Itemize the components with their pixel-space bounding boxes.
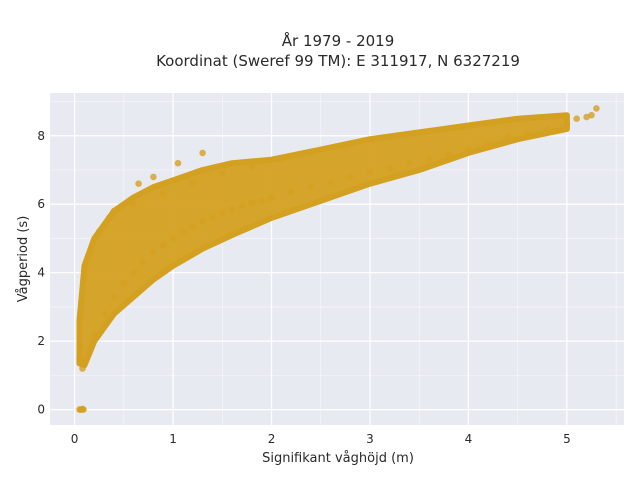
data-point — [140, 259, 147, 266]
data-point — [524, 130, 531, 138]
data-point — [504, 134, 512, 141]
data-point — [268, 194, 275, 201]
data-point — [179, 228, 187, 235]
data-point — [258, 197, 266, 205]
data-point — [588, 111, 595, 119]
data-point — [484, 141, 492, 148]
y-axis-label: Vågperiod (s) — [16, 216, 31, 303]
data-point — [386, 165, 394, 172]
data-point — [228, 206, 236, 213]
data-point — [543, 125, 551, 133]
data-point — [248, 163, 256, 170]
data-point — [174, 159, 182, 167]
data-point — [563, 120, 571, 128]
data-point — [238, 202, 246, 210]
y-tick-labels: 0 2 4 6 8 — [37, 129, 45, 417]
data-point — [278, 156, 285, 163]
data-point — [95, 228, 103, 235]
data-point — [135, 180, 142, 187]
y-tick-label: 8 — [37, 129, 45, 143]
data-point — [100, 310, 108, 318]
data-point — [219, 209, 226, 217]
data-points — [76, 105, 600, 413]
data-point — [347, 173, 354, 181]
data-point — [406, 159, 413, 167]
data-point — [573, 115, 580, 122]
data-point — [307, 183, 315, 191]
x-tick-label: 3 — [366, 432, 374, 446]
data-point — [366, 168, 374, 175]
x-tick-label: 1 — [169, 432, 177, 446]
data-point — [81, 358, 88, 366]
data-point — [80, 406, 87, 413]
data-point — [209, 214, 216, 222]
data-point — [110, 293, 118, 300]
y-tick-label: 4 — [37, 266, 45, 280]
data-point — [199, 149, 206, 157]
point-cloud — [76, 112, 570, 369]
data-point — [327, 178, 334, 186]
data-point — [130, 200, 137, 208]
x-tick-label: 2 — [268, 432, 276, 446]
x-axis-label: Signifikant våghöjd (m) — [262, 451, 414, 466]
data-point — [105, 214, 113, 222]
data-point — [287, 189, 295, 196]
chart-title-line1: År 1979 - 2019 — [282, 31, 395, 50]
data-point — [248, 199, 256, 206]
data-point — [189, 223, 197, 230]
data-point — [76, 355, 83, 362]
data-point — [110, 207, 118, 215]
data-point — [465, 146, 472, 153]
point-cloud-band — [76, 112, 570, 369]
x-tick-label: 4 — [465, 432, 473, 446]
data-point — [159, 242, 167, 249]
data-point — [445, 151, 453, 158]
data-point — [150, 173, 157, 181]
x-tick-label: 0 — [71, 432, 79, 446]
data-point — [169, 235, 177, 242]
data-point — [199, 218, 206, 225]
x-tick-labels: 0 1 2 3 4 5 — [71, 432, 571, 446]
data-point — [79, 365, 86, 372]
data-point — [91, 331, 98, 338]
y-tick-label: 0 — [37, 403, 45, 417]
y-tick-label: 6 — [37, 197, 45, 211]
data-point — [189, 180, 197, 187]
data-point — [120, 279, 128, 287]
data-point — [159, 190, 167, 198]
chart-title-line2: Koordinat (Sweref 99 TM): E 311917, N 63… — [156, 52, 520, 70]
y-tick-label: 2 — [37, 334, 45, 348]
data-point — [86, 252, 93, 259]
data-point — [425, 156, 433, 163]
data-point — [593, 105, 600, 112]
x-tick-label: 5 — [563, 432, 571, 446]
data-point — [150, 248, 157, 256]
data-point — [219, 170, 226, 177]
data-point — [130, 269, 137, 277]
